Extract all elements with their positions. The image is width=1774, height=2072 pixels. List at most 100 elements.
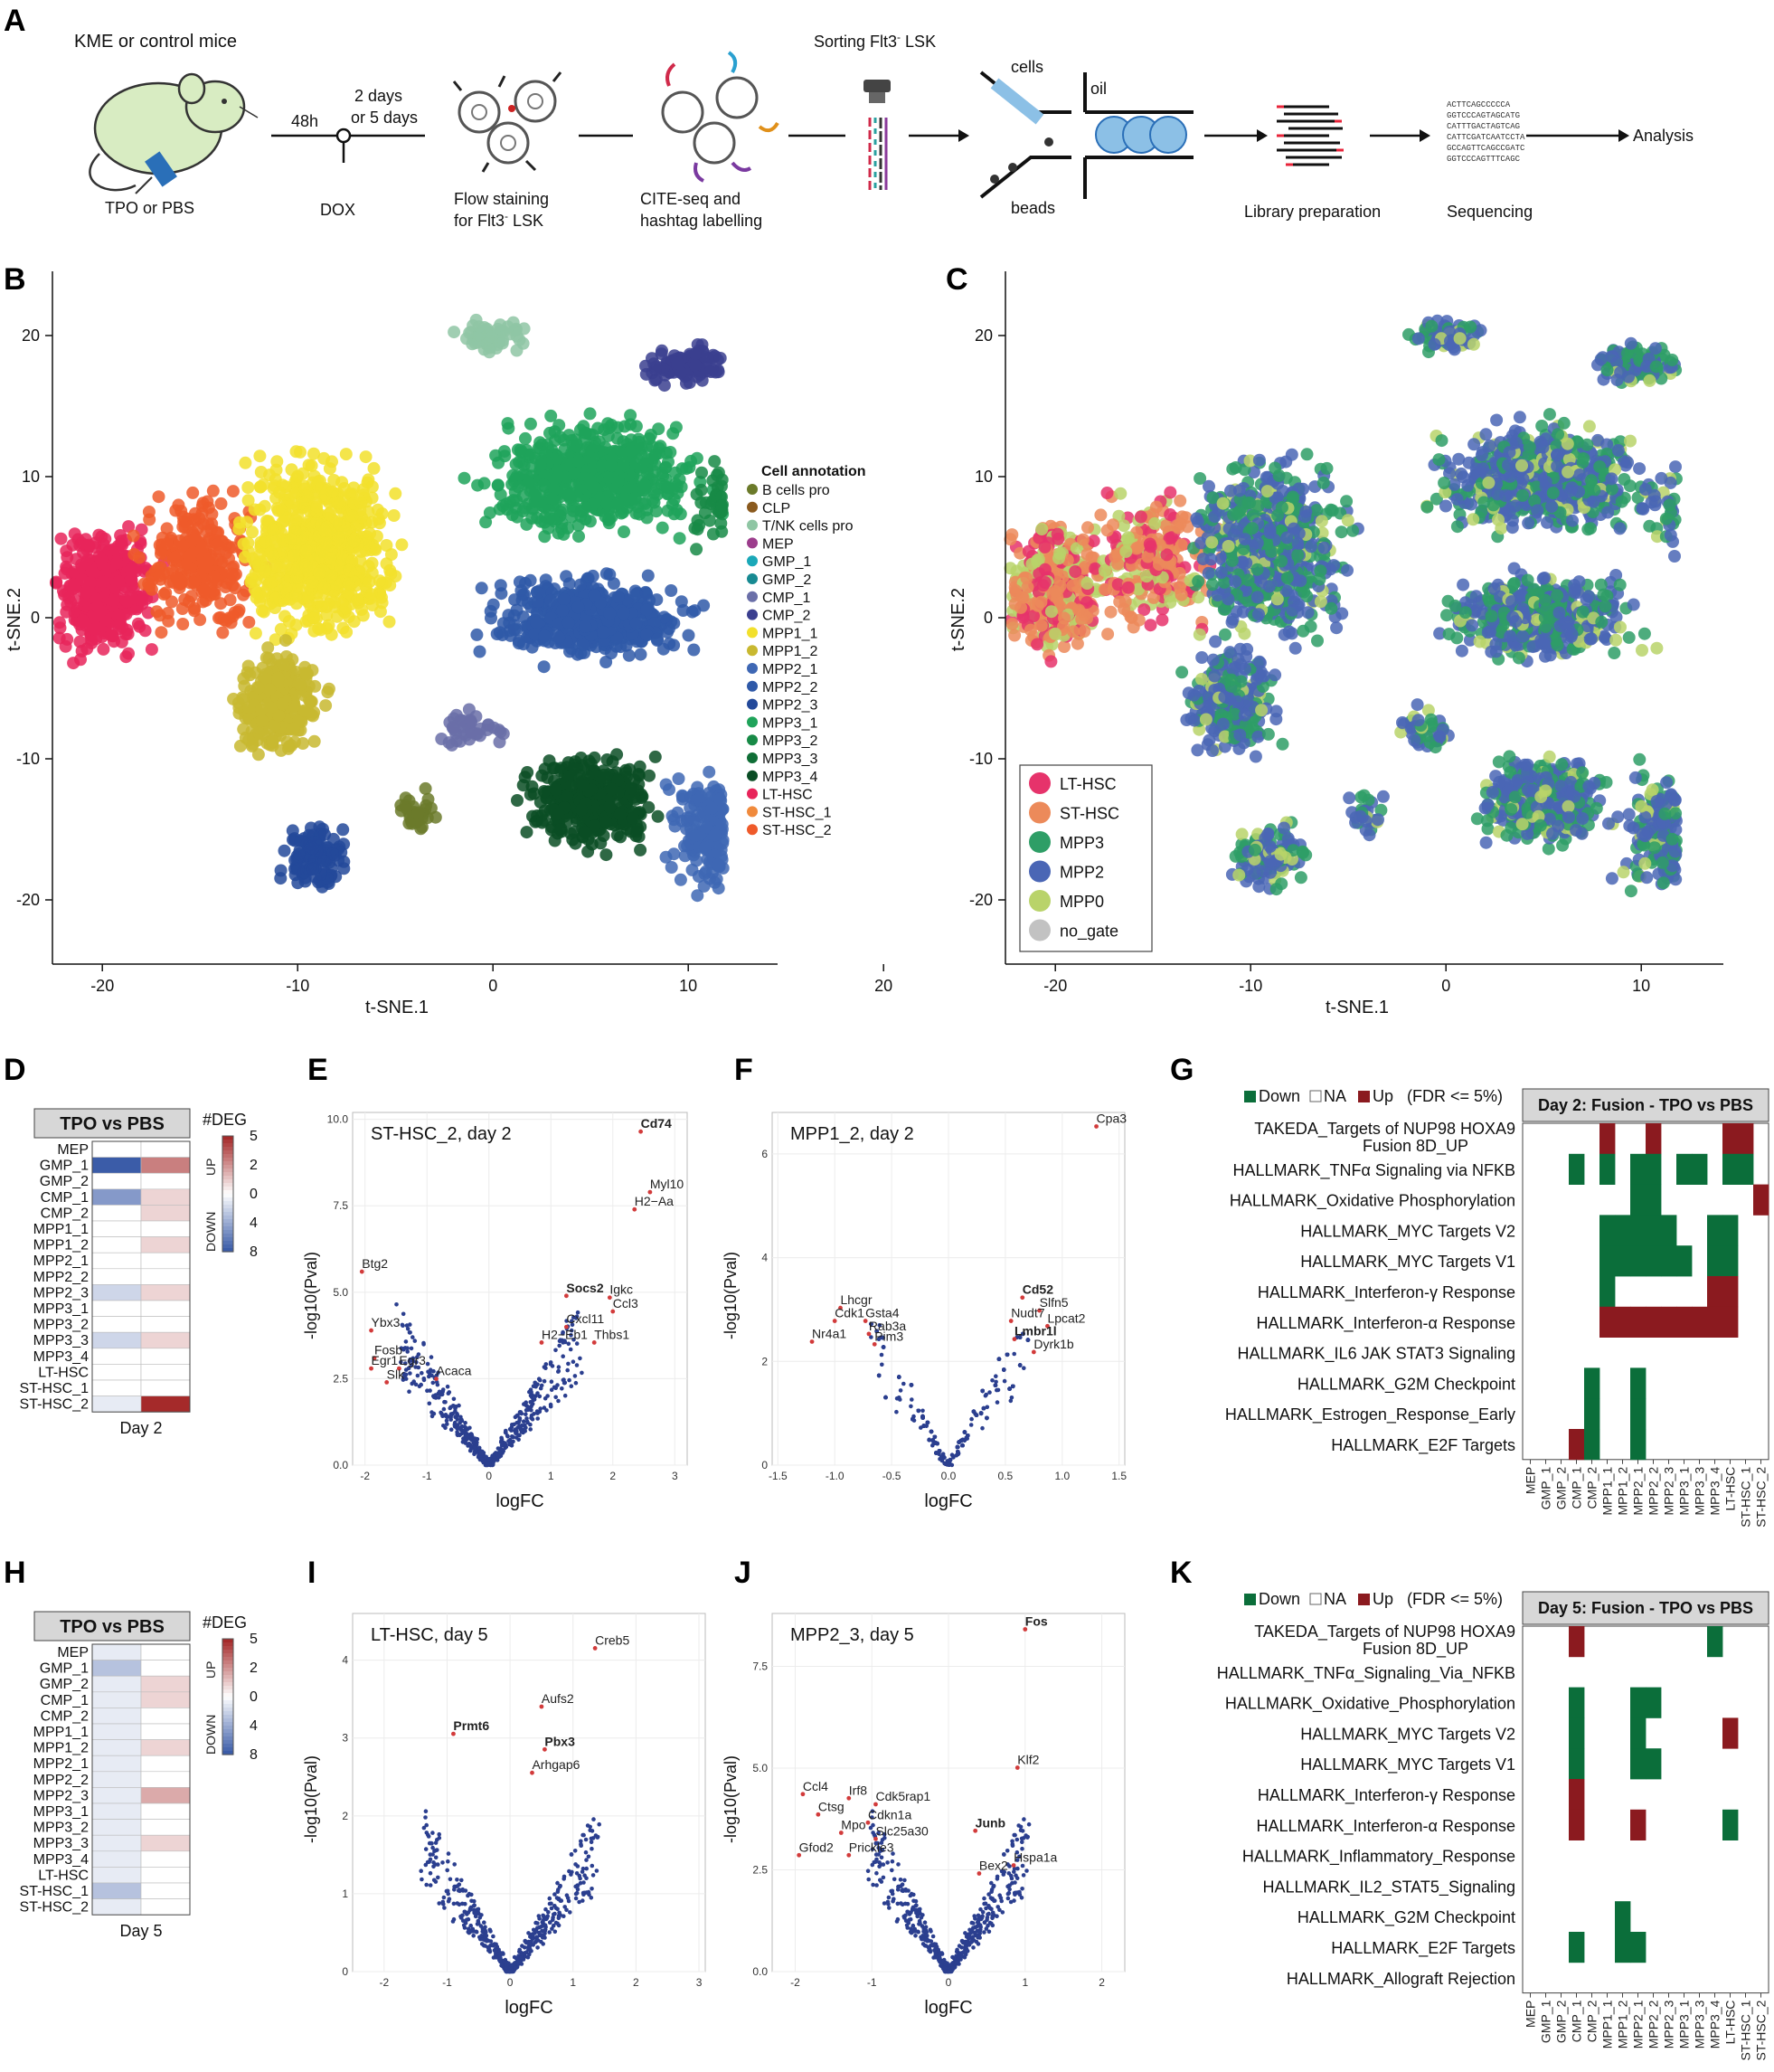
cell-point [294,445,307,459]
cell-point [606,755,619,769]
cell-point [354,554,367,568]
cell-point [604,459,618,472]
cell-point [254,466,268,478]
cell-point [155,626,168,639]
legend-swatch [747,627,758,639]
cell-point [152,490,165,504]
cell-point [222,552,235,565]
cell-point [411,806,425,819]
legend-swatch [747,734,758,746]
cell-point [225,567,239,581]
cell-point [672,772,685,785]
legend-label: GMP_1 [762,554,811,570]
cell-point [617,607,630,620]
cell-point [1172,521,1185,535]
cell-point [560,570,573,583]
cell-point [613,808,627,821]
legend-swatch [747,501,758,513]
cell-point [1174,494,1187,507]
cell-point [599,848,613,862]
panel-c-label: C [946,262,968,297]
sequence-reads: ACTTCAGCCCCCA GGTCCCAGTAGCATG CATTTGACTA… [1447,100,1525,164]
cell-point [1080,548,1094,561]
cell-point [327,474,341,487]
cell-point [183,550,196,563]
cell-point [54,532,68,545]
cell-point [565,434,579,447]
oil-label: oil [1090,80,1107,98]
panel-a: A KME or control mice TPO or PBS 48h 2 d… [4,4,1694,230]
cell-point [712,858,725,872]
cell-point [176,618,190,630]
cell-point [689,347,702,360]
cell-point [122,520,136,534]
cell-point [647,487,661,500]
cell-point [486,330,498,344]
cell-point [97,642,110,656]
cell-point [674,873,687,886]
cell-point [628,491,642,505]
cell-point [537,785,551,798]
legend-label: ST-HSC_2 [762,823,832,838]
cell-point [490,628,504,640]
legend-swatch [747,824,758,836]
cell-point [347,535,361,548]
cell-point [372,512,385,525]
cell-point [317,582,331,595]
cell-point [549,783,562,797]
cite-seq-cells-icon [661,51,779,183]
cell-point [1005,618,1019,630]
cell-point [1320,461,1334,475]
cell-point [1107,518,1119,532]
cell-point [242,733,256,747]
cell-point [1069,565,1082,578]
cell-point [632,769,646,782]
cell-point [496,617,510,630]
cell-point [1072,603,1086,617]
cell-point [548,834,561,847]
cell-point [583,407,597,421]
cells-label: cells [1011,58,1043,76]
legend-swatch [747,573,758,584]
cell-point [1118,595,1132,609]
cell-point [99,532,112,545]
cell-point [274,864,288,877]
cell-point [603,800,617,814]
cell-point [519,431,532,445]
cell-point [494,318,507,332]
cell-point [263,683,277,696]
cell-point [561,616,575,629]
cell-point [239,456,252,469]
cell-point [265,575,278,589]
cell-point [579,513,592,526]
cell-point [269,559,283,572]
cell-point [1164,596,1177,610]
cell-point [424,801,438,815]
cell-point [552,526,565,540]
cell-point [1149,500,1163,514]
cell-point [665,497,679,511]
cell-point [637,478,651,491]
cell-point [271,671,285,685]
legend-label: CLP [762,501,790,516]
cell-point [1192,574,1205,588]
cell-point [674,507,687,521]
cell-point [89,622,101,636]
cell-point [713,792,727,806]
cell-point [603,512,616,525]
mice-label: KME or control mice [74,32,237,52]
cell-point [1067,625,1080,639]
cell-point [542,441,554,455]
cell-point [339,448,353,461]
cell-point [695,466,708,479]
cell-point [173,578,186,591]
cell-point [594,837,608,850]
cell-point [90,632,103,646]
cell-point [339,601,353,615]
cell-point [278,844,291,857]
cell-point [703,872,716,885]
cell-point [256,714,269,728]
cell-point [555,762,568,775]
cell-point [237,672,250,686]
